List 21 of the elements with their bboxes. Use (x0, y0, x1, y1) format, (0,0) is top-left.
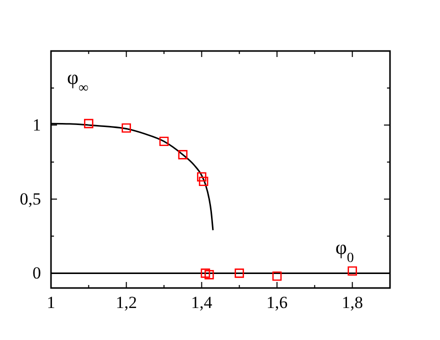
point (272, 272, 282, 281)
y-axis-title: φ$_{∞}$ (67, 67, 89, 96)
point (200, 268, 210, 278)
point (122, 123, 131, 133)
point (204, 270, 214, 280)
point (178, 150, 188, 160)
x-tick-label: 1,4 (191, 293, 213, 312)
y-tick-label: 1 (32, 116, 41, 135)
y-tick-label: 0 (32, 264, 41, 283)
x-tick-label: 1,8 (342, 293, 363, 312)
point (197, 172, 206, 182)
x-tick-label: 1,6 (266, 293, 288, 312)
point (84, 118, 94, 128)
x-tick-label: 1,2 (116, 293, 137, 312)
y-tick-label: 0,5 (20, 190, 41, 209)
x-tick-label: 1 (46, 293, 56, 312)
point (348, 266, 357, 276)
point (234, 268, 244, 278)
x-axis-title: φ$_{0}$ (335, 236, 354, 266)
point (159, 136, 169, 146)
point (198, 176, 208, 186)
